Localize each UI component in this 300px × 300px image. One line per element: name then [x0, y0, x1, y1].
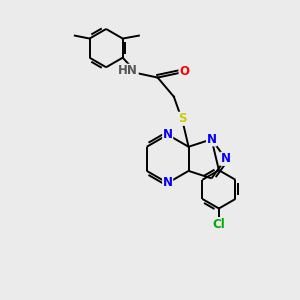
Text: O: O: [179, 65, 189, 78]
Text: N: N: [163, 176, 173, 190]
Text: Cl: Cl: [212, 218, 225, 231]
Text: N: N: [206, 133, 217, 146]
Text: N: N: [163, 128, 173, 141]
Text: S: S: [178, 112, 187, 125]
Text: N: N: [221, 152, 231, 165]
Text: HN: HN: [118, 64, 138, 77]
